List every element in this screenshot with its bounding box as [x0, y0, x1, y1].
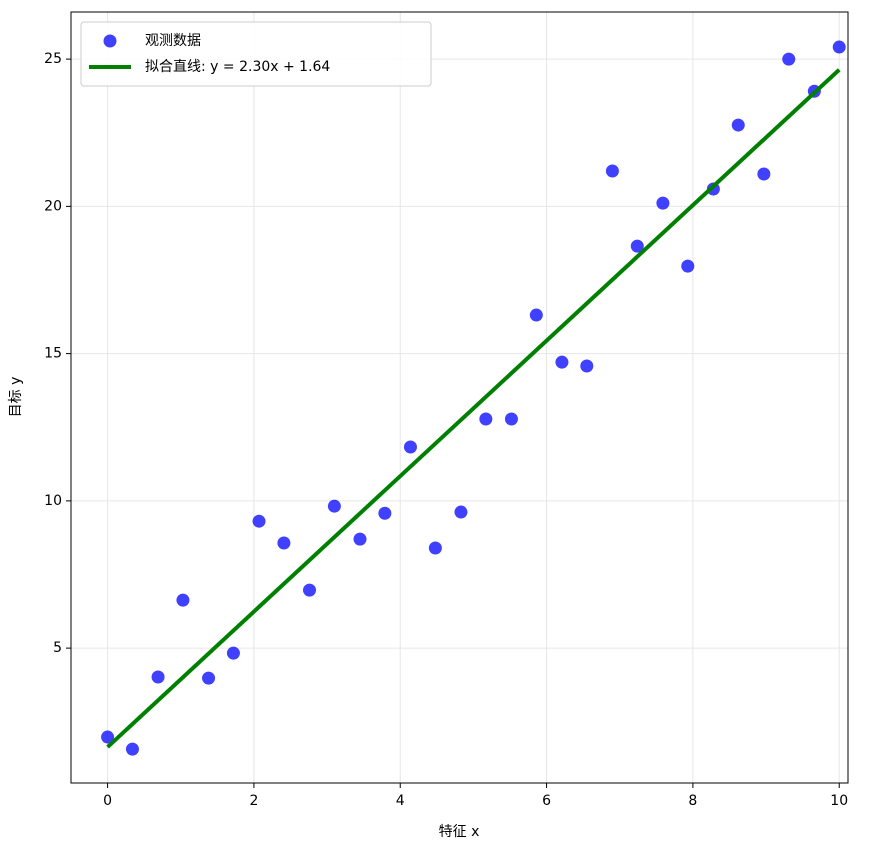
data-point	[353, 532, 367, 546]
x-tick-label: 8	[688, 793, 697, 809]
data-point	[125, 742, 139, 756]
data-point	[529, 308, 543, 322]
data-point	[681, 259, 695, 273]
y-tick-label: 15	[44, 346, 62, 362]
data-point	[832, 40, 846, 54]
legend-label: 观测数据	[145, 33, 201, 49]
data-point	[428, 541, 442, 555]
plot-frame	[70, 11, 849, 784]
fit-line	[106, 68, 841, 749]
data-point	[327, 499, 341, 513]
data-point	[731, 118, 745, 132]
y-axis-label: 目标 y	[8, 377, 24, 418]
x-tick-label: 4	[396, 793, 405, 809]
data-point	[252, 514, 266, 528]
data-point	[277, 536, 291, 550]
data-point	[303, 583, 317, 597]
y-tick-label: 5	[53, 640, 62, 656]
x-tick-label: 2	[249, 793, 258, 809]
data-point	[454, 505, 468, 519]
data-point	[479, 412, 493, 426]
data-point	[782, 52, 796, 66]
data-point	[101, 730, 115, 744]
legend-label: 拟合直线: y = 2.30x + 1.64	[145, 58, 330, 75]
x-axis-label: 特征 x	[439, 824, 480, 840]
data-point	[504, 412, 518, 426]
data-point	[202, 671, 216, 685]
y-tick-label: 25	[44, 51, 62, 67]
x-tick-label: 10	[830, 793, 848, 809]
legend-box	[80, 21, 432, 87]
data-point	[630, 239, 644, 253]
x-tick-label: 6	[542, 793, 551, 809]
data-point	[151, 670, 165, 684]
y-tick-label: 10	[44, 493, 62, 509]
y-tick-label: 20	[44, 198, 62, 214]
data-point	[555, 355, 569, 369]
data-point	[226, 646, 240, 660]
data-point	[580, 359, 594, 373]
legend-swatch	[103, 34, 117, 48]
data-point	[378, 506, 392, 520]
x-tick-label: 0	[103, 793, 112, 809]
data-point	[176, 593, 190, 607]
data-point	[605, 164, 619, 178]
data-point	[757, 167, 771, 181]
data-point	[656, 196, 670, 210]
data-point	[403, 440, 417, 454]
